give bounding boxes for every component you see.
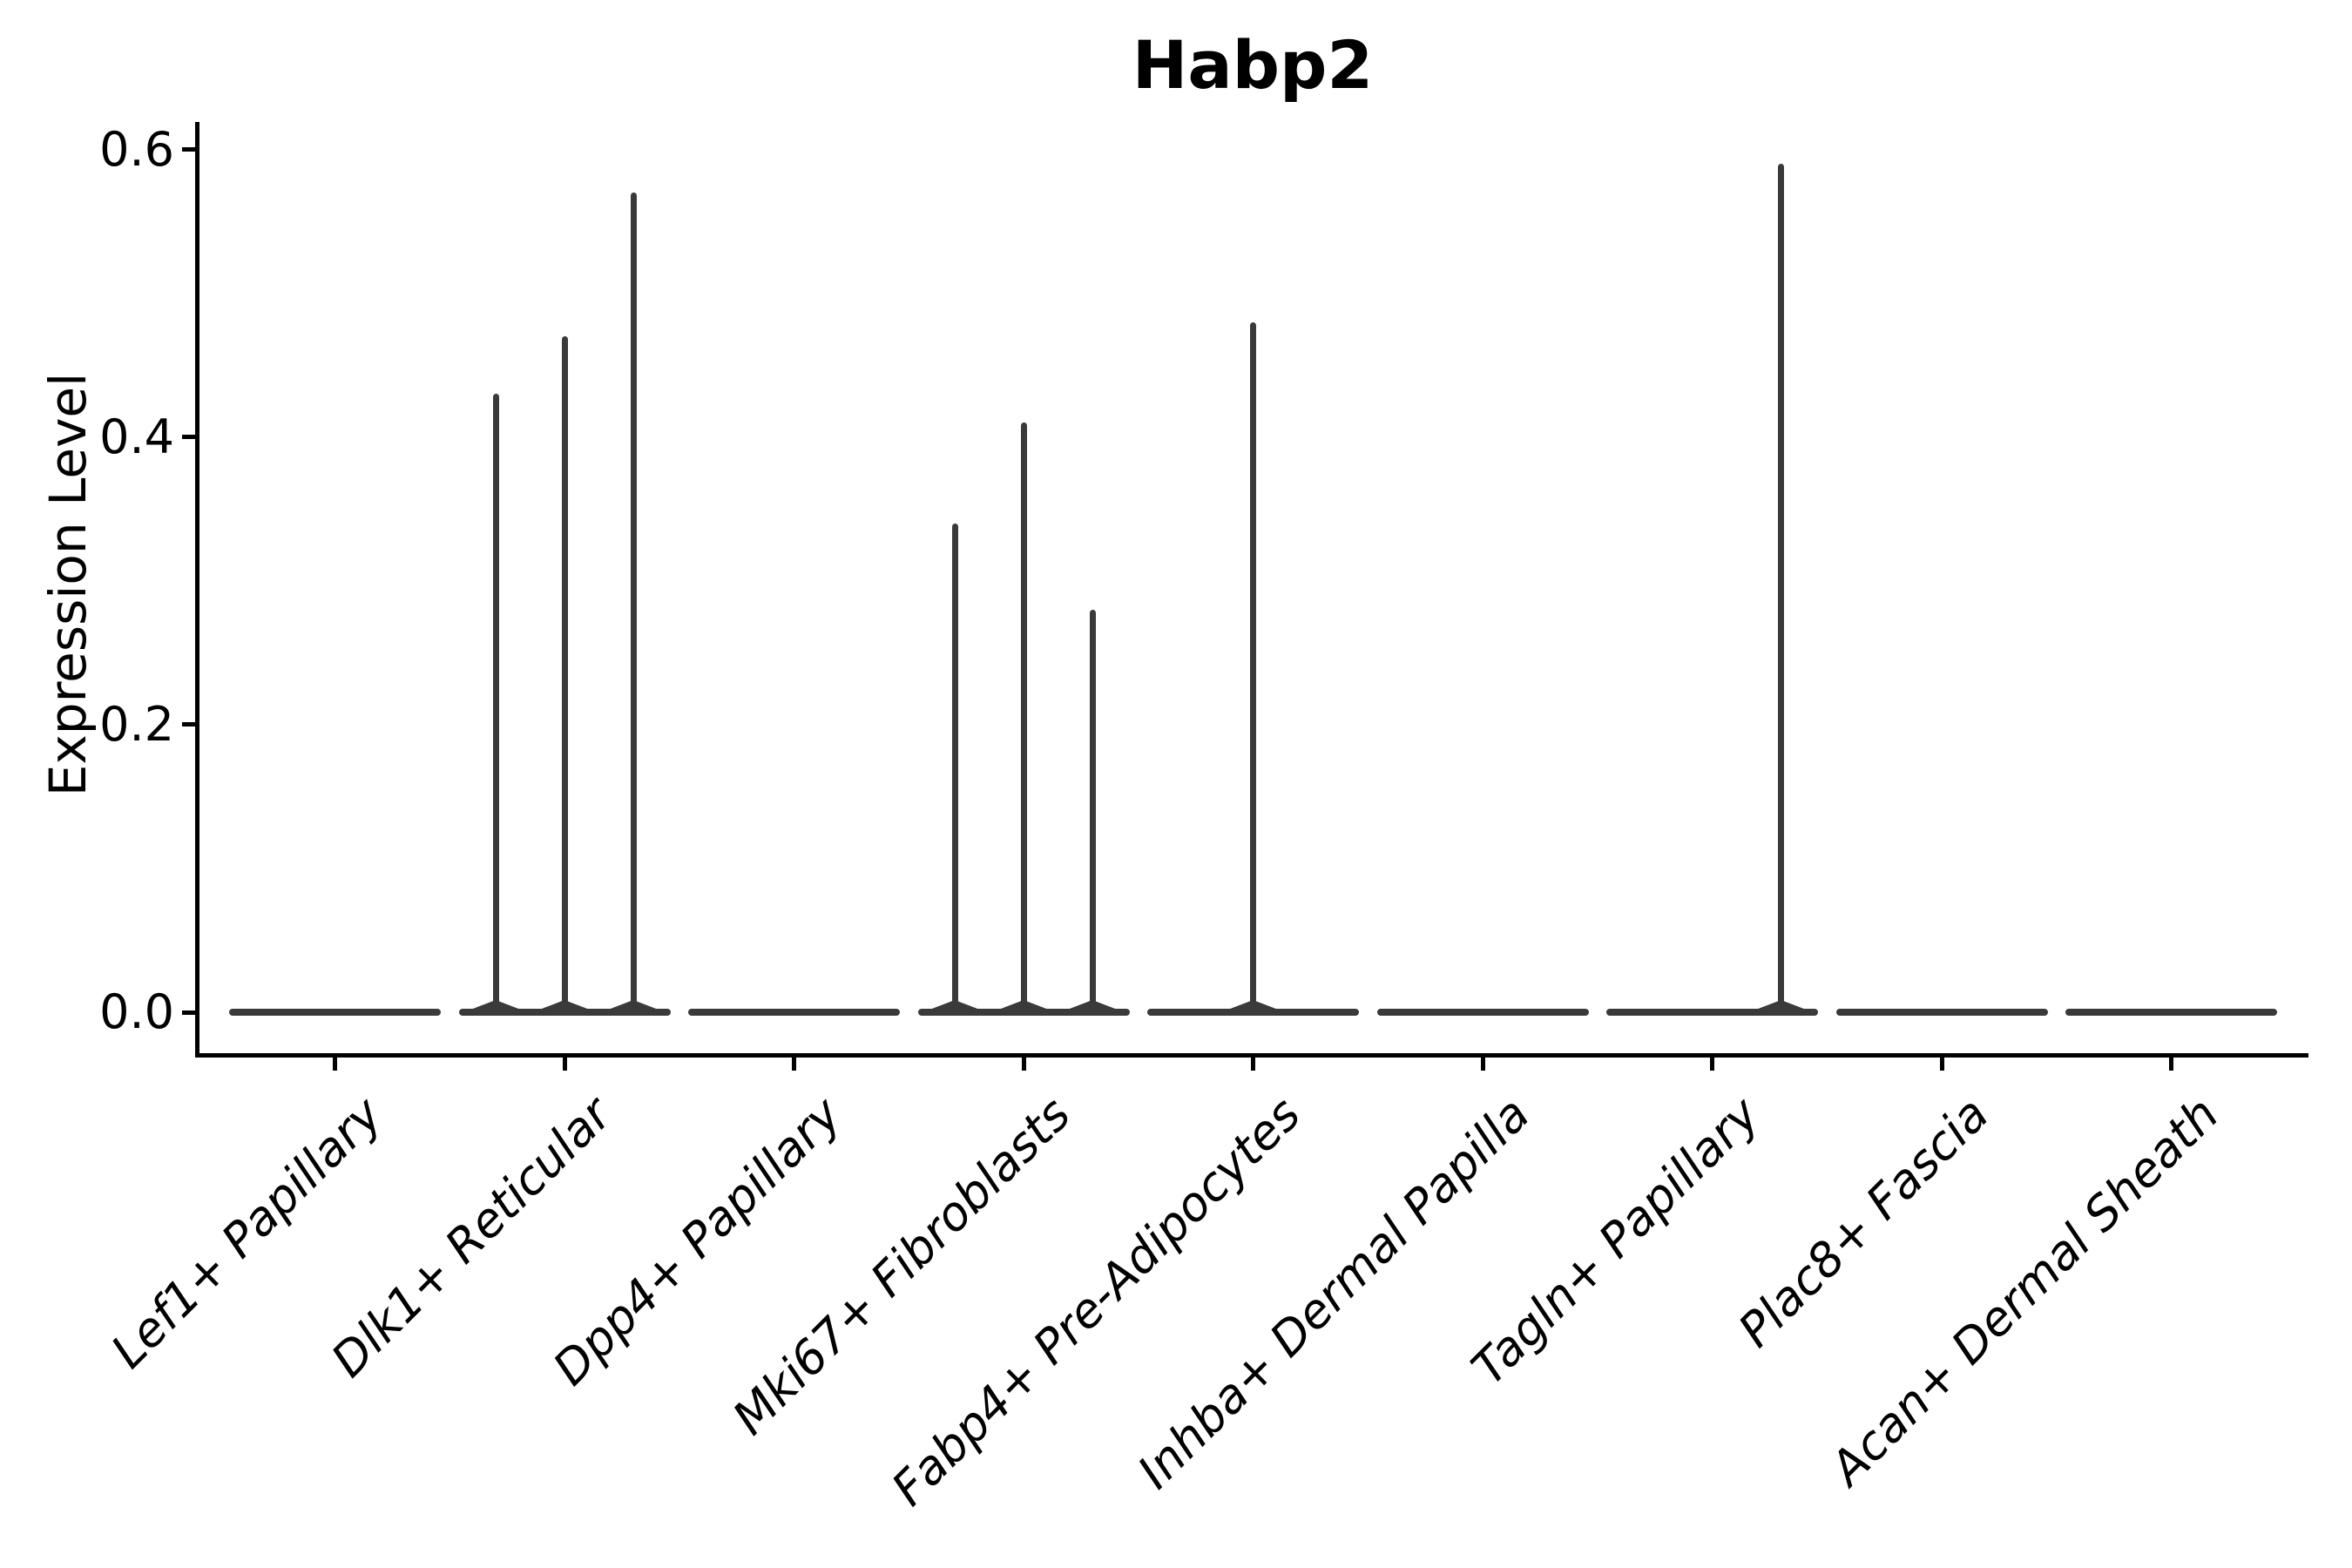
x-tick-mark	[2169, 1058, 2173, 1071]
violin-baseline	[1376, 1009, 1589, 1016]
y-axis-spine	[195, 122, 199, 1058]
x-tick-mark	[1251, 1058, 1255, 1071]
violin-baseline	[229, 1009, 441, 1016]
y-axis-label: Expression Level	[38, 372, 98, 797]
chart-title: Habp2	[1132, 26, 1374, 104]
violin-spike	[1020, 422, 1027, 1012]
x-tick-mark	[562, 1058, 567, 1071]
x-tick-mark	[333, 1058, 337, 1071]
violin-spike	[1089, 609, 1096, 1012]
violin-baseline	[688, 1009, 900, 1016]
violin-spike	[1778, 164, 1784, 1012]
y-tick-mark	[182, 147, 195, 152]
x-tick-mark	[1480, 1058, 1485, 1071]
y-tick-mark	[182, 1010, 195, 1015]
x-tick-mark	[1021, 1058, 1026, 1071]
violin-spike	[951, 523, 958, 1012]
violin-spike	[561, 336, 568, 1012]
violin-spike	[1250, 321, 1256, 1012]
x-tick-mark	[1710, 1058, 1714, 1071]
x-tick-mark	[1939, 1058, 1944, 1071]
violin-baseline	[1835, 1009, 2048, 1016]
y-tick-label: 0.0	[99, 984, 174, 1039]
y-tick-label: 0.6	[99, 121, 174, 177]
x-axis-spine	[195, 1053, 2308, 1058]
y-tick-label: 0.2	[99, 696, 174, 752]
x-tick-mark	[792, 1058, 796, 1071]
violin-spike	[630, 193, 637, 1012]
violin-baseline	[2065, 1009, 2277, 1016]
y-tick-mark	[182, 435, 195, 440]
y-tick-mark	[182, 722, 195, 727]
y-tick-label: 0.4	[99, 409, 174, 464]
violin-spike	[492, 394, 499, 1012]
violin-baseline	[1606, 1009, 1818, 1016]
